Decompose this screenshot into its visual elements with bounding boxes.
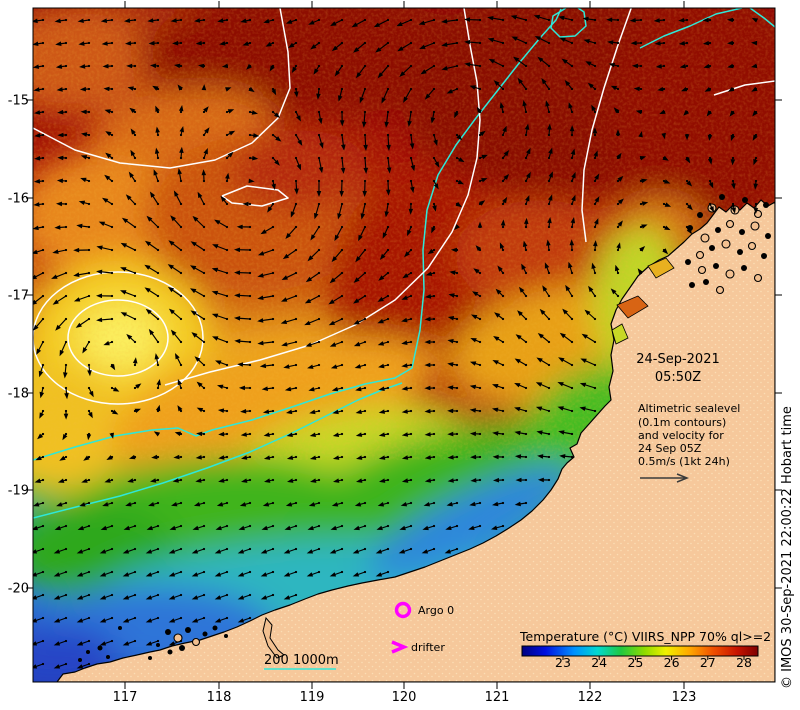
colorbar-tick-label: 28 xyxy=(736,655,752,670)
drifter-label: drifter xyxy=(411,641,445,654)
island xyxy=(212,625,218,631)
island xyxy=(721,239,731,249)
velocity-vectors xyxy=(33,14,759,669)
island xyxy=(167,649,173,655)
island xyxy=(224,634,228,638)
drifter-marker-icon xyxy=(391,640,409,654)
lon-tick-label: 118 xyxy=(207,690,232,705)
colorbar-tick-label: 27 xyxy=(700,655,716,670)
colorbar-tick-label: 25 xyxy=(627,655,643,670)
lon-tick-label: 119 xyxy=(300,690,325,705)
lat-tick-label: -16 xyxy=(8,192,29,207)
lon-tick-label: 123 xyxy=(672,690,697,705)
island xyxy=(697,212,703,218)
info-line-4: 24 Sep 05Z xyxy=(638,442,702,455)
lat-tick-label: -20 xyxy=(8,582,29,597)
island xyxy=(747,241,757,251)
lon-tick-label: 117 xyxy=(113,690,138,705)
time-label: 05:50Z xyxy=(655,370,701,385)
island xyxy=(78,658,82,662)
lon-tick-label: 122 xyxy=(578,690,603,705)
island xyxy=(156,643,160,647)
colorbar-title: Temperature (°C) VIIRS_NPP 70% ql>=2 xyxy=(519,629,771,644)
island xyxy=(715,285,725,295)
info-line-2: (0.1m contours) xyxy=(638,416,726,429)
bathymetry-label: 200 1000m xyxy=(264,653,339,668)
island xyxy=(761,253,767,259)
lat-tick-label: -18 xyxy=(8,387,29,402)
island xyxy=(763,202,769,208)
island xyxy=(700,233,710,243)
island xyxy=(191,637,201,647)
colorbar-tick-label: 23 xyxy=(555,655,571,670)
coastal-spit xyxy=(262,616,285,659)
temperature-colorbar: 23 24 25 26 27 28 xyxy=(521,645,759,670)
island xyxy=(709,245,715,251)
island xyxy=(713,263,719,269)
island xyxy=(685,259,691,265)
island xyxy=(202,631,208,637)
info-line-1: Altimetric sealevel xyxy=(638,402,740,415)
island xyxy=(179,645,185,651)
lon-tick-label: 121 xyxy=(485,690,510,705)
legend xyxy=(264,601,412,670)
argo-label: Argo 0 xyxy=(418,604,454,617)
island xyxy=(742,197,748,203)
island xyxy=(719,194,725,200)
info-line-5: 0.5m/s (1kt 24h) xyxy=(638,455,730,468)
bathymetry-contours xyxy=(33,8,775,519)
island xyxy=(737,249,743,255)
velocity-scale-arrow xyxy=(640,473,690,483)
sealevel-contours xyxy=(33,8,775,405)
colorbar-tick-label: 24 xyxy=(591,655,607,670)
island xyxy=(739,229,745,235)
land-layer xyxy=(56,194,775,682)
island xyxy=(725,219,735,229)
island xyxy=(741,265,747,271)
island xyxy=(753,273,763,283)
island xyxy=(765,233,771,239)
island xyxy=(750,221,760,231)
credit-text: © IMOS 30-Sep-2021 22:00:22 Hobart time xyxy=(780,406,795,689)
island xyxy=(118,626,122,630)
lat-tick-label: -15 xyxy=(8,94,29,109)
island xyxy=(689,282,695,288)
island xyxy=(715,227,721,233)
island xyxy=(695,250,705,260)
lon-tick-label: 120 xyxy=(392,690,417,705)
lat-tick-label: -17 xyxy=(8,289,29,304)
argo-marker-icon xyxy=(394,601,412,619)
info-line-3: and velocity for xyxy=(638,429,724,442)
date-label: 24-Sep-2021 xyxy=(636,352,720,367)
axes: -15 -16 -17 -18 -19 -20 117 118 119 120 121 122 123 xyxy=(8,1,782,705)
island xyxy=(185,627,191,633)
colorbar-tick-label: 26 xyxy=(664,655,680,670)
island xyxy=(148,656,152,660)
island xyxy=(86,650,90,654)
island xyxy=(703,279,709,285)
island xyxy=(97,645,103,651)
island xyxy=(697,265,707,275)
island xyxy=(165,629,171,635)
island xyxy=(106,655,110,659)
lat-tick-label: -19 xyxy=(8,484,29,499)
island xyxy=(725,269,735,279)
mainland xyxy=(56,199,775,682)
